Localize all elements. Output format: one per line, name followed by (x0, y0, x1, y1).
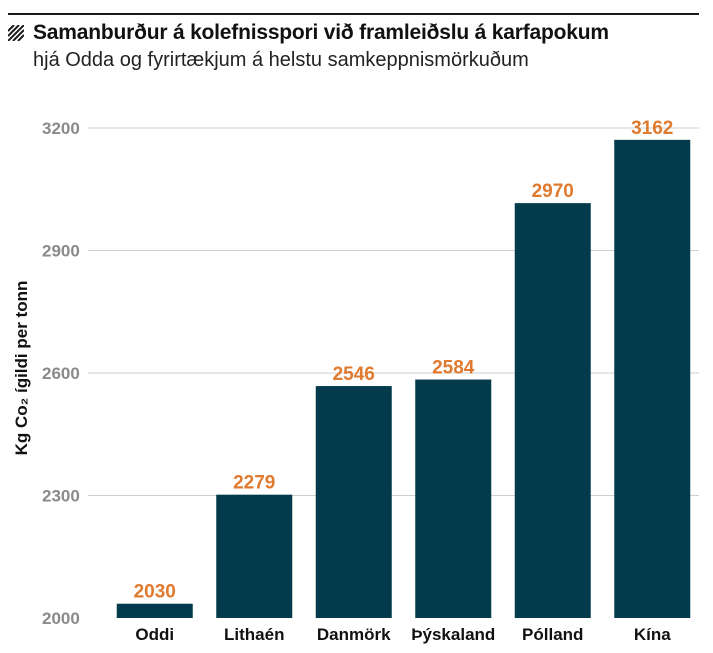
data-label: 3162 (631, 118, 673, 139)
x-tick-label: Pólland (522, 625, 583, 644)
chart-subtitle: hjá Odda og fyrirtækjum á helstu samkepp… (33, 49, 529, 71)
data-label: 2584 (432, 358, 475, 379)
y-tick-label: 3200 (42, 119, 80, 138)
bar (315, 386, 392, 618)
chart-title: Samanburður á kolefnisspori við framleið… (33, 21, 609, 44)
x-tick-label: Kína (634, 625, 671, 644)
data-label: 2546 (333, 364, 375, 385)
grid-layer (88, 127, 699, 496)
y-tick-label: 2300 (42, 487, 80, 506)
data-label: 2279 (233, 473, 275, 494)
hatch-icon (8, 25, 24, 41)
y-tick-label: 2000 (42, 609, 80, 628)
data-label: 2030 (134, 582, 176, 603)
y-tick-label: 2900 (42, 242, 80, 261)
bar (415, 379, 492, 618)
y-tick-label: 2600 (42, 364, 80, 383)
bar (116, 603, 193, 618)
bar (514, 203, 591, 618)
bar (216, 494, 293, 618)
x-tick-label: Oddi (135, 625, 174, 644)
bar (614, 139, 691, 618)
x-tick-label: Danmörk (317, 625, 391, 644)
top-rule (8, 13, 699, 15)
data-label: 2970 (532, 181, 574, 202)
x-tick-label: Þýskaland (411, 625, 495, 644)
label-layer: 2000 2300 2600 2900 3200 2030 Oddi 2279 Lithaén 2… (42, 118, 673, 644)
x-tick-label: Lithaén (224, 625, 284, 644)
bar-layer (116, 139, 691, 618)
